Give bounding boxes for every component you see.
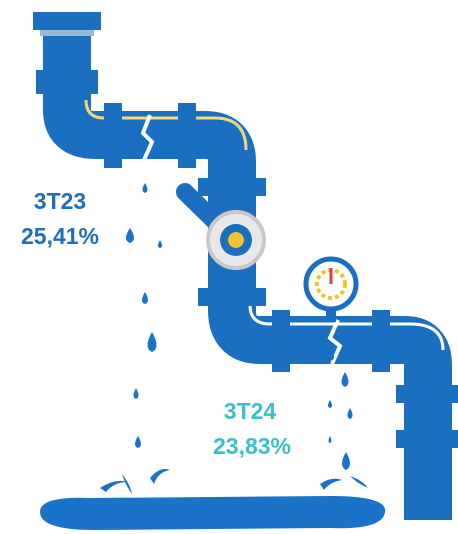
flange (36, 70, 98, 94)
value-label: 25,41% (21, 223, 99, 249)
flange (33, 12, 101, 30)
valve-center (228, 232, 244, 248)
pipe-highlight (248, 304, 445, 351)
crack (327, 319, 343, 365)
crack (140, 114, 155, 170)
period-label: 3T24 (224, 398, 277, 424)
pipes (33, 12, 458, 530)
flange (396, 385, 458, 403)
flange (198, 288, 266, 306)
period-label: 3T23 (34, 188, 86, 214)
value-label: 23,83% (213, 433, 291, 459)
pipe-highlight (84, 99, 248, 151)
puddle (40, 496, 386, 530)
flange (178, 103, 196, 168)
flange (198, 178, 266, 196)
flange (372, 310, 390, 372)
drops (100, 183, 368, 494)
flange (396, 430, 458, 448)
flange (272, 310, 290, 372)
flange-gap (40, 30, 94, 36)
flange (104, 103, 122, 168)
